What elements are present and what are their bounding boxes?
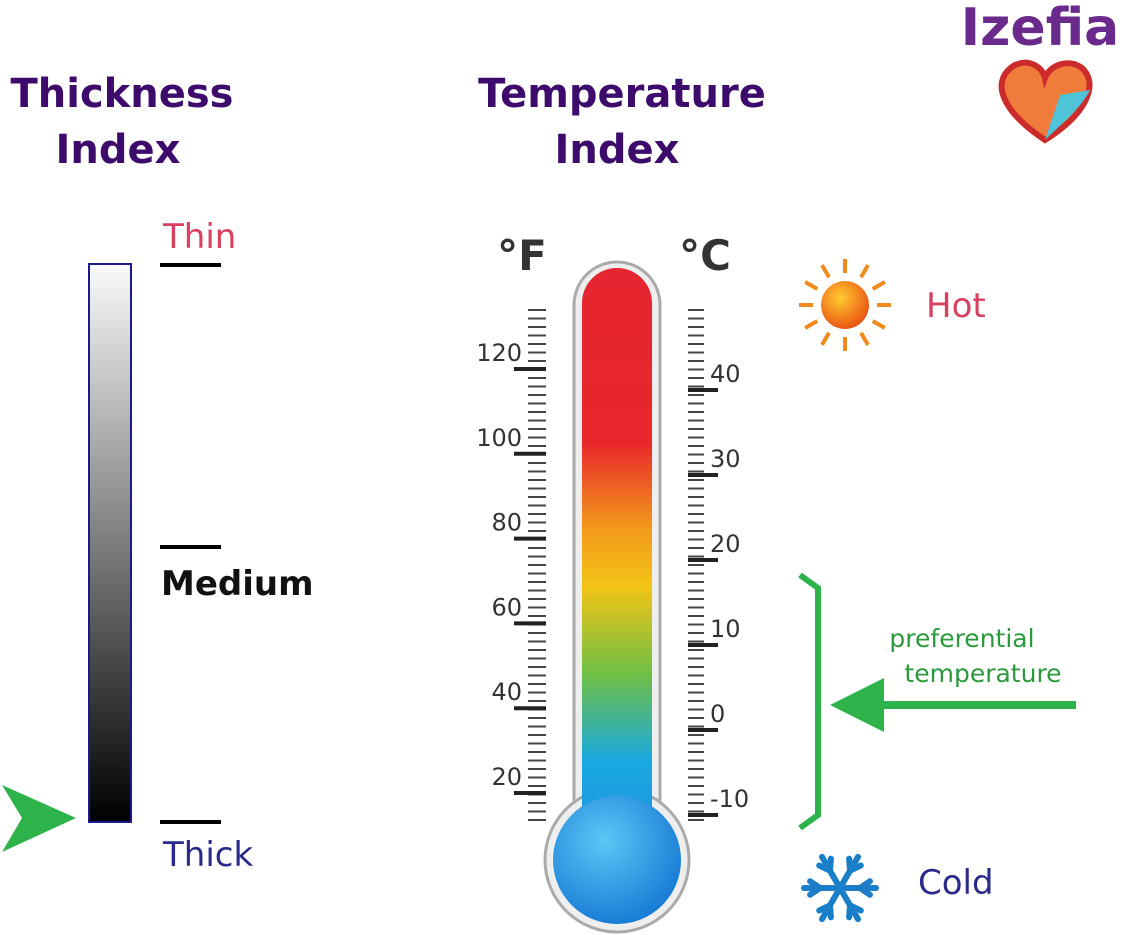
temperature-title: Temperature (478, 71, 766, 117)
f-tick-label: 80 (491, 509, 522, 537)
thickness-title: Thickness (10, 71, 233, 117)
sun-ray (871, 319, 886, 330)
sun-ray (859, 331, 870, 346)
f-tick-label: 100 (476, 424, 522, 452)
brand: Izefia (961, 0, 1120, 58)
preference-note: preferential (889, 624, 1034, 653)
sun-ray (859, 264, 870, 279)
preference-arrowhead (830, 678, 884, 732)
hot-label: Hot (926, 286, 986, 326)
c-tick-label: 40 (710, 360, 741, 388)
sun-ray (871, 280, 886, 291)
c-tick-label: -10 (710, 785, 749, 813)
logo-dog (1045, 90, 1090, 140)
sun-ray (820, 264, 831, 279)
snowflake-icon (801, 853, 879, 923)
mercury (582, 268, 652, 848)
sun-icon (799, 259, 891, 351)
thin-label: Thin (162, 217, 236, 257)
f-tick-label: 20 (491, 763, 522, 791)
c-unit: °C (679, 231, 731, 280)
cold-label: Cold (918, 863, 994, 903)
thickness-title: Index (56, 127, 181, 173)
f-tick-label: 60 (491, 593, 522, 621)
sun-ray (804, 280, 819, 291)
sun-ray (804, 319, 819, 330)
thick-label: Thick (162, 835, 253, 875)
flake-branch (857, 878, 873, 891)
c-tick-label: 30 (710, 445, 741, 473)
bulb (553, 796, 681, 924)
preference-note: temperature (904, 659, 1061, 688)
temperature-title: Index (555, 127, 680, 173)
c-tick-label: 20 (710, 530, 741, 558)
scales: 20 40 60 80 100 120 -10 0 10 20 30 40 (476, 309, 749, 821)
sun-ray (820, 331, 831, 346)
flake-branch (816, 862, 833, 874)
f-tick-label: 40 (491, 678, 522, 706)
preference-bracket (798, 572, 821, 831)
thickness-marks (160, 263, 221, 824)
medium-label: Medium (161, 564, 314, 604)
flake-branch (847, 902, 864, 914)
f-unit: °F (497, 231, 547, 280)
c-tick-label: 0 (710, 700, 725, 728)
f-tick-label: 120 (476, 339, 522, 367)
flake-branch (846, 855, 853, 874)
c-tick-label: 10 (710, 615, 741, 643)
flake-branch (807, 885, 823, 898)
thickness-pointer (2, 785, 76, 852)
thickness-bar (88, 263, 132, 823)
flake-branch (827, 902, 834, 921)
